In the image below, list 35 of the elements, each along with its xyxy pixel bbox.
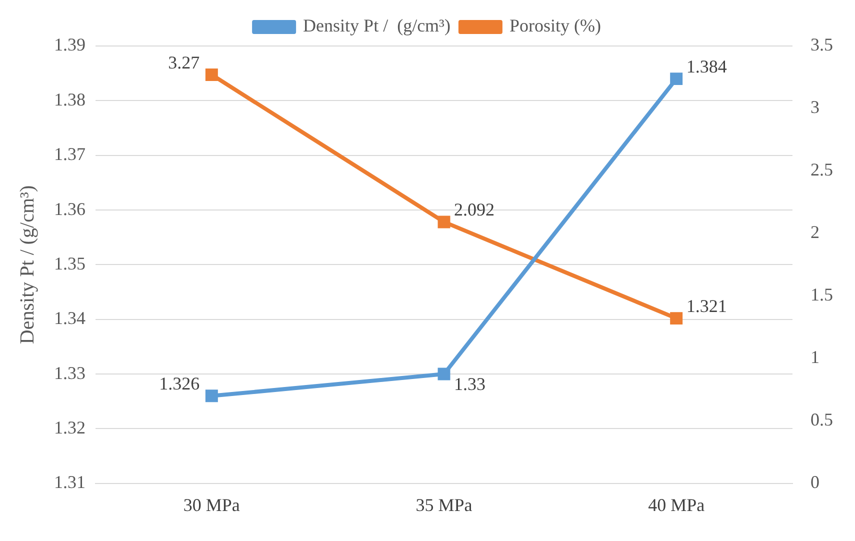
data-label: 1.384 bbox=[686, 56, 727, 77]
legend-label: Density Pt / (g/cm³) bbox=[303, 16, 450, 36]
point bbox=[438, 368, 450, 380]
y-tick-label: 1.38 bbox=[54, 89, 86, 110]
y2-tick-label: 1 bbox=[810, 347, 820, 368]
y-tick-label: 1.34 bbox=[54, 308, 86, 328]
data-label: 1.321 bbox=[686, 296, 727, 316]
data-label: 3.27 bbox=[168, 52, 200, 72]
y2-tick-label: 3 bbox=[810, 97, 820, 118]
data-label: 1.33 bbox=[454, 374, 486, 394]
y-tick-label: 1.31 bbox=[54, 472, 86, 492]
y2-tick-label: 0.5 bbox=[810, 410, 833, 430]
y2-tick-label: 1.5 bbox=[810, 284, 833, 305]
point bbox=[670, 72, 683, 86]
point bbox=[670, 312, 683, 325]
y-tick-label: 1.36 bbox=[54, 198, 86, 219]
point bbox=[205, 68, 218, 81]
data-label: 2.092 bbox=[454, 200, 494, 220]
y-tick-label: 1.33 bbox=[54, 362, 86, 383]
y-tick-label: 1.37 bbox=[54, 144, 86, 164]
x-tick-label: 35 MPa bbox=[416, 494, 472, 515]
point bbox=[438, 216, 450, 228]
x-tick-label: 40 MPa bbox=[648, 494, 705, 515]
y2-tick-label: 2.5 bbox=[810, 160, 833, 180]
y2-tick-label: 2 bbox=[810, 222, 820, 242]
y2-tick-label: 0 bbox=[810, 472, 820, 492]
legend-label: Porosity (%) bbox=[509, 16, 601, 36]
point bbox=[205, 390, 218, 402]
y-tick-label: 1.35 bbox=[54, 253, 86, 274]
y-tick-label: 1.32 bbox=[54, 417, 86, 438]
y-tick-label: 1.39 bbox=[54, 34, 86, 55]
y2-tick-label: 3.5 bbox=[810, 34, 833, 55]
data-label: 1.326 bbox=[159, 374, 200, 394]
y-axis-title: Density Pt / (g/cm³) bbox=[16, 185, 38, 344]
x-tick-label: 30 MPa bbox=[183, 494, 240, 515]
